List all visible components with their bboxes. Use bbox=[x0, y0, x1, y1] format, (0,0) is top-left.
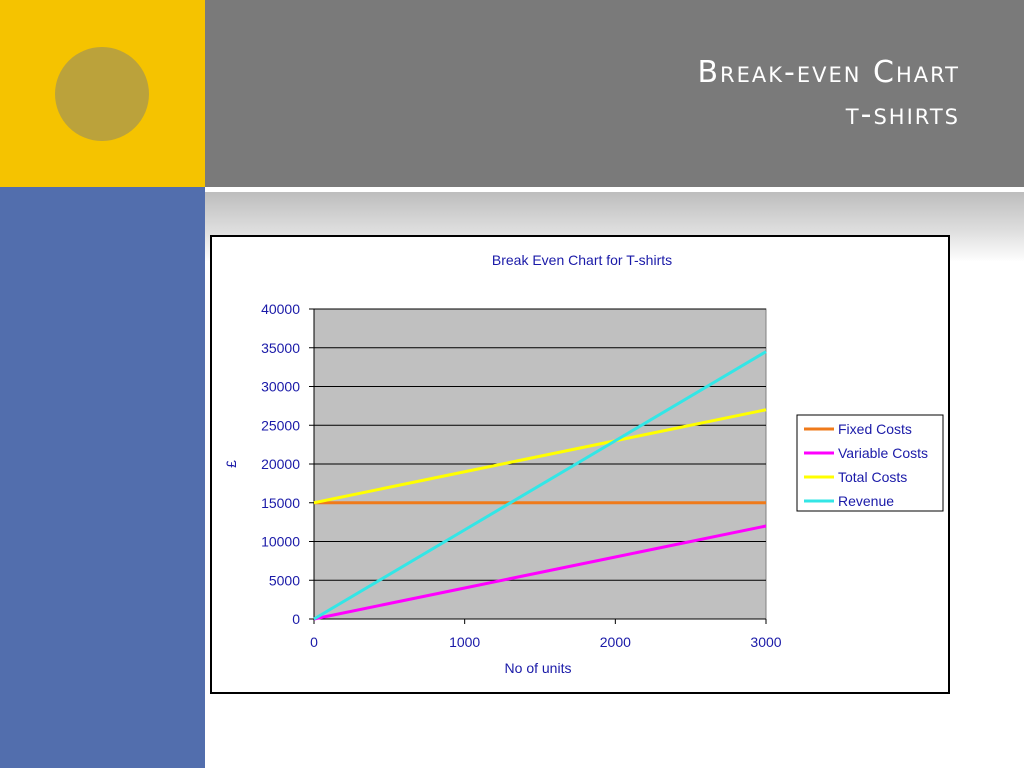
y-tick-label: 35000 bbox=[261, 340, 300, 356]
y-tick-label: 25000 bbox=[261, 417, 300, 433]
slide-title: Break-even Chart t-shirts bbox=[697, 52, 960, 136]
y-tick-label: 0 bbox=[292, 611, 300, 627]
divider bbox=[205, 187, 1024, 192]
slide-title-line1: Break-even Chart bbox=[697, 55, 960, 90]
header-bar bbox=[205, 0, 1024, 187]
legend-box bbox=[796, 414, 944, 512]
series-line-variable-costs bbox=[313, 524, 767, 621]
legend-label-revenue: Revenue bbox=[838, 493, 894, 509]
legend: Fixed Costs Variable Costs Total Costs Reve… bbox=[796, 414, 944, 512]
decorative-circle bbox=[55, 47, 149, 141]
x-tick-label: 2000 bbox=[600, 634, 631, 650]
legend-items: Fixed Costs Variable Costs Total Costs Reve… bbox=[804, 421, 928, 509]
blue-sidebar-block bbox=[0, 187, 205, 768]
y-tick-label: 10000 bbox=[261, 534, 300, 550]
y-tick-label: 5000 bbox=[269, 572, 300, 588]
y-tick-label: 20000 bbox=[261, 456, 300, 472]
chart-title: Break Even Chart for T-shirts bbox=[492, 252, 672, 268]
x-tick-label: 1000 bbox=[449, 634, 480, 650]
x-tick-label: 0 bbox=[310, 634, 318, 650]
y-tick-label: 40000 bbox=[261, 301, 300, 317]
y-axis-label: £ bbox=[223, 460, 239, 468]
legend-label-fixed-costs: Fixed Costs bbox=[838, 421, 912, 437]
slide-title-line2: t-shirts bbox=[845, 97, 960, 132]
y-tick-label: 30000 bbox=[261, 379, 300, 395]
series-line-revenue bbox=[313, 350, 767, 621]
series-lines bbox=[313, 350, 767, 621]
legend-label-variable-costs: Variable Costs bbox=[838, 445, 928, 461]
break-even-chart: Break Even Chart for T-shirts 0 5000 10000… bbox=[210, 235, 950, 694]
chart-svg: Break Even Chart for T-shirts 0500010000… bbox=[223, 252, 944, 676]
y-tick-label: 15000 bbox=[261, 495, 300, 511]
x-axis-label: No of units bbox=[505, 660, 572, 676]
series-line-total-costs bbox=[313, 408, 767, 505]
axes: 0500010000150002000025000300003500040000… bbox=[261, 301, 782, 650]
legend-label-total-costs: Total Costs bbox=[838, 469, 907, 485]
x-tick-label: 3000 bbox=[750, 634, 781, 650]
